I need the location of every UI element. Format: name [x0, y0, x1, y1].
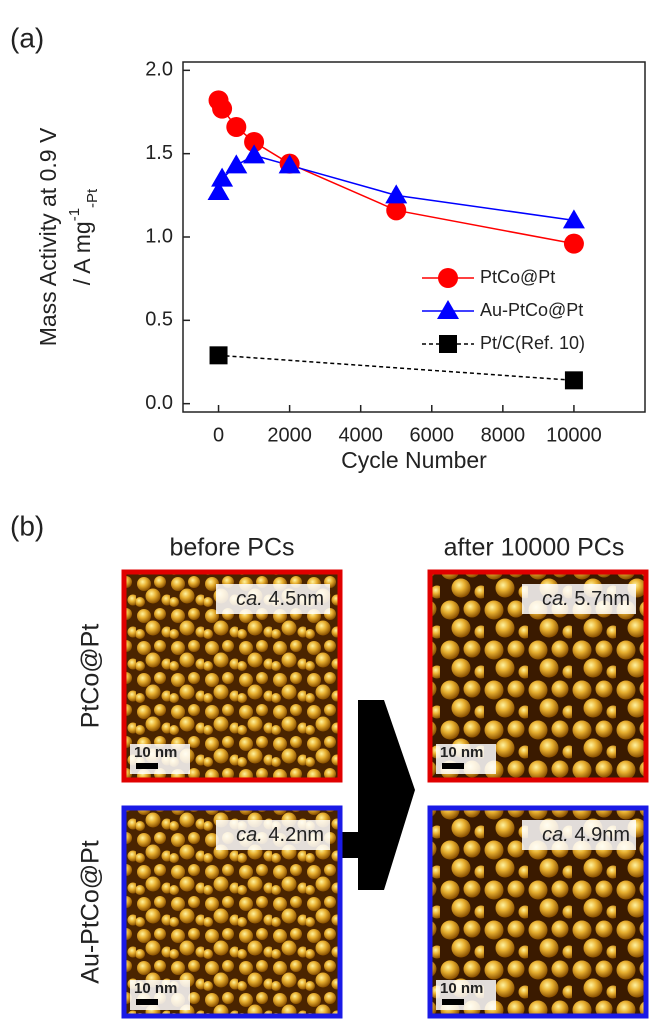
scale-bar — [442, 999, 464, 1005]
y-tick-label: 0.5 — [145, 309, 173, 331]
y-axis-label-main: / A mg — [69, 221, 95, 285]
column-heading: before PCs — [169, 534, 294, 562]
marker — [207, 181, 230, 200]
panel-label: (a) — [10, 22, 44, 53]
marker — [385, 184, 408, 204]
size-prefix: ca. — [542, 824, 569, 846]
series-line — [217, 100, 575, 245]
legend-label: Pt/C(Ref. 10) — [480, 333, 585, 353]
size-label: ca. 4.5nm — [236, 588, 324, 610]
column-heading: after 10000 PCs — [444, 534, 625, 562]
marker — [563, 233, 584, 254]
size-prefix: ca. — [236, 588, 263, 610]
size-label-box — [522, 584, 636, 614]
y-tick-label: 1.0 — [145, 225, 173, 247]
scale-label: 10 nm — [134, 980, 177, 997]
row-label: Au-PtCo@Pt — [77, 840, 105, 984]
scale-label: 10 nm — [440, 744, 483, 761]
marker — [212, 98, 233, 119]
marker — [226, 117, 247, 137]
legend-label: PtCo@Pt — [480, 267, 555, 287]
arrow — [340, 700, 415, 890]
size-label: ca. 4.2nm — [236, 824, 324, 846]
size-label: ca. 5.7nm — [542, 588, 630, 610]
marker — [278, 154, 301, 174]
size-label-box — [216, 820, 330, 850]
y-tick-label: 1.5 — [145, 142, 173, 164]
y-axis-label-sup: -1 — [66, 208, 83, 221]
legend-label: Au-PtCo@Pt — [480, 300, 583, 320]
scale-bar — [442, 763, 464, 769]
marker — [225, 154, 248, 174]
size-value: 4.9nm — [569, 824, 630, 846]
scale-bar — [136, 999, 158, 1005]
x-tick-label: 2000 — [267, 424, 312, 446]
x-tick-label: 10000 — [546, 424, 602, 446]
y-tick-label: 2.0 — [145, 59, 173, 81]
marker — [564, 371, 583, 390]
panel-label: (b) — [10, 510, 44, 541]
marker — [243, 144, 266, 164]
size-label-box — [216, 584, 330, 614]
y-axis-label: Mass Activity at 0.9 V — [35, 127, 61, 346]
scale-label: 10 nm — [134, 744, 177, 761]
marker — [562, 209, 585, 229]
x-tick-label: 6000 — [410, 424, 455, 446]
size-label-box — [522, 820, 636, 850]
y-axis-label-sub: -Pt — [84, 188, 101, 208]
size-prefix: ca. — [236, 824, 263, 846]
scale-label: 10 nm — [440, 980, 483, 997]
x-tick-label: 4000 — [338, 424, 383, 446]
size-prefix: ca. — [542, 588, 569, 610]
scale-bar — [136, 763, 158, 769]
size-label: ca. 4.9nm — [542, 824, 630, 846]
size-value: 4.2nm — [263, 824, 324, 846]
marker — [211, 167, 234, 187]
marker — [244, 132, 265, 152]
y-axis-label: / A mg-1-Pt — [66, 188, 101, 285]
y-tick-label: 0.0 — [145, 392, 173, 414]
x-tick-label: 8000 — [481, 424, 526, 446]
series-line — [218, 354, 574, 382]
size-value: 5.7nm — [569, 588, 630, 610]
x-tick-label: 0 — [213, 424, 224, 446]
legend-marker — [439, 335, 457, 353]
legend-marker — [437, 300, 459, 319]
marker — [386, 200, 407, 221]
size-value: 4.5nm — [263, 588, 324, 610]
legend-marker — [438, 268, 458, 288]
x-axis-label: Cycle Number — [341, 447, 487, 473]
row-label: PtCo@Pt — [77, 624, 105, 729]
marker — [209, 346, 228, 365]
